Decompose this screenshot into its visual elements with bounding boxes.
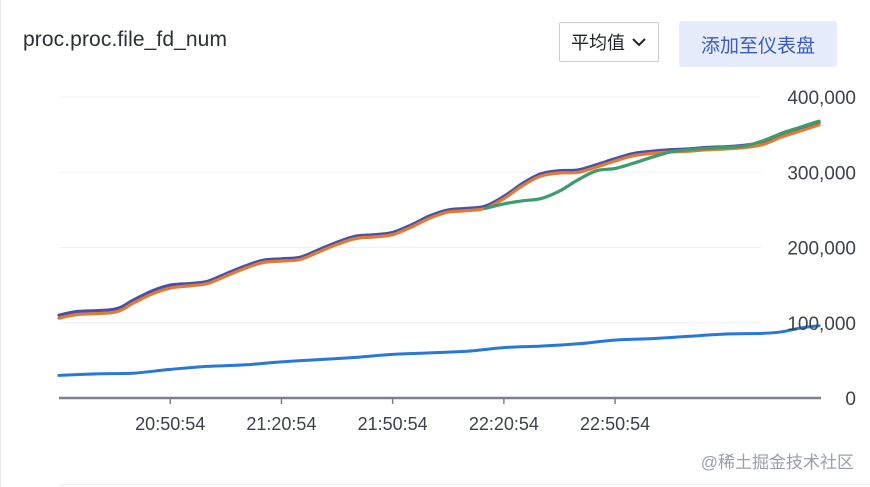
x-tick-label: 22:20:54	[469, 414, 539, 434]
y-tick-label: 100,000	[787, 314, 856, 335]
x-tick-label: 22:50:54	[580, 414, 650, 434]
aggregation-select[interactable]: 平均值	[559, 22, 659, 62]
add-to-dashboard-button[interactable]: 添加至仪表盘	[679, 21, 837, 67]
y-tick-label: 400,000	[787, 88, 856, 109]
chevron-down-icon	[632, 38, 646, 47]
x-tick-label: 21:20:54	[246, 414, 316, 434]
series-line-2[interactable]	[57, 123, 821, 320]
x-tick-label: 21:50:54	[358, 414, 428, 434]
grid-lines	[59, 96, 761, 324]
watermark-text: @稀土掘金技术社区	[700, 453, 854, 472]
y-tick-labels: 0 100,000 200,000 300,000 400,000	[787, 88, 856, 410]
y-tick-label: 200,000	[787, 239, 856, 260]
x-tick-label: 20:50:54	[135, 414, 205, 434]
y-tick-label: 0	[845, 389, 856, 410]
x-axis	[59, 396, 821, 404]
metric-title: proc.proc.file_fd_num	[23, 28, 228, 51]
y-tick-label: 300,000	[787, 163, 856, 184]
series-line-3[interactable]	[483, 119, 821, 210]
panel-divider	[59, 484, 870, 485]
x-tick-labels: 20:50:54 21:20:54 21:50:54 22:20:54 22:50:54	[135, 414, 650, 434]
series-lines	[57, 119, 821, 377]
series-line-4[interactable]	[57, 324, 821, 377]
aggregation-label: 平均值	[571, 33, 625, 53]
